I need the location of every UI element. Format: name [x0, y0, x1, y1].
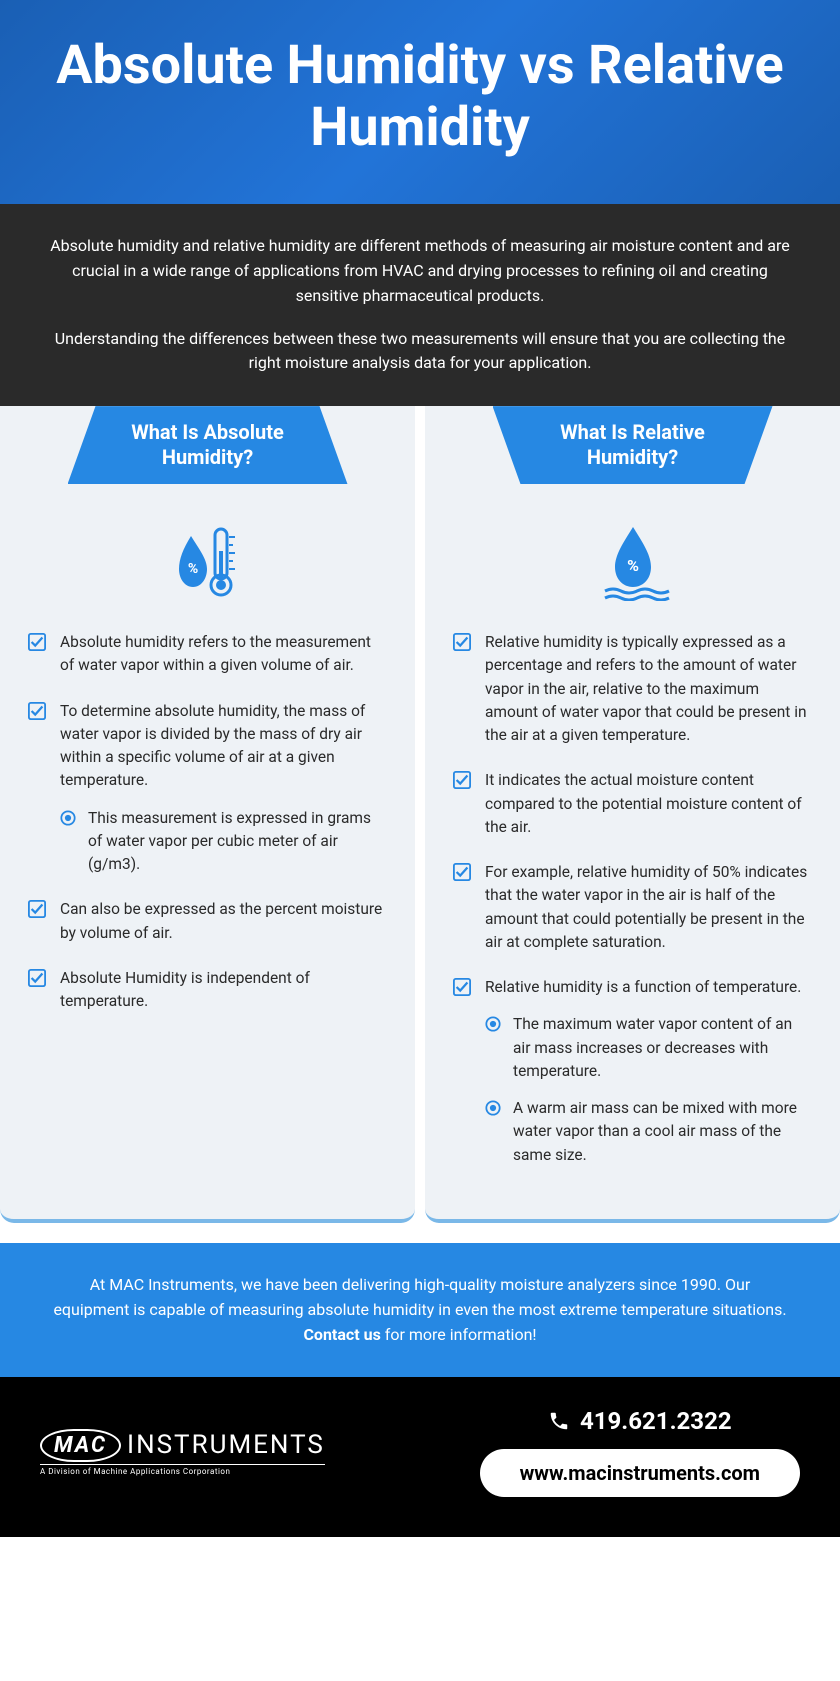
intro-paragraph-1: Absolute humidity and relative humidity …	[50, 234, 790, 308]
sub-bullet-item: A warm air mass can be mixed with more w…	[485, 1097, 812, 1167]
svg-text:%: %	[627, 556, 639, 575]
check-icon	[28, 633, 46, 651]
column-header: What Is Relative Humidity?	[425, 406, 840, 496]
sub-bullet-text: The maximum water vapor content of an ai…	[513, 1015, 792, 1080]
bullet-item: For example, relative humidity of 50% in…	[453, 861, 812, 954]
phone-icon	[548, 1410, 570, 1432]
cta-text-before: At MAC Instruments, we have been deliver…	[53, 1275, 786, 1319]
sub-bullets: The maximum water vapor content of an ai…	[485, 1013, 812, 1167]
logo-instruments: INSTRUMENTS	[127, 1430, 325, 1460]
absolute-humidity-column: What Is Absolute Humidity? % Absolute hu…	[0, 406, 415, 1223]
bullet-text: For example, relative humidity of 50% in…	[485, 863, 807, 951]
contact-block: 419.621.2322 www.macinstruments.com	[480, 1407, 800, 1497]
column-header: What Is Absolute Humidity?	[0, 406, 415, 496]
check-icon	[28, 969, 46, 987]
footer: MAC INSTRUMENTS A Division of Machine Ap…	[0, 1377, 840, 1537]
radio-icon	[60, 810, 76, 826]
radio-icon	[485, 1100, 501, 1116]
bullet-item: Can also be expressed as the percent moi…	[28, 898, 387, 945]
bullet-item: It indicates the actual moisture content…	[453, 769, 812, 839]
cta-text: At MAC Instruments, we have been deliver…	[50, 1273, 790, 1347]
column-heading: What Is Absolute Humidity?	[68, 406, 348, 484]
bullet-text: Relative humidity is a function of tempe…	[485, 978, 801, 996]
bullet-item: Absolute Humidity is independent of temp…	[28, 967, 387, 1014]
radio-icon	[485, 1016, 501, 1032]
cta-banner: At MAC Instruments, we have been deliver…	[0, 1243, 840, 1377]
cta-text-after: for more information!	[381, 1325, 537, 1344]
thermometer-droplet-icon: %	[28, 521, 387, 601]
sub-bullet-item: This measurement is expressed in grams o…	[60, 807, 387, 877]
check-icon	[28, 900, 46, 918]
phone-text: 419.621.2322	[580, 1407, 732, 1435]
cta-contact-link[interactable]: Contact us	[303, 1325, 380, 1344]
check-icon	[453, 633, 471, 651]
intro-paragraph-2: Understanding the differences between th…	[50, 327, 790, 377]
hero-banner: Absolute Humidity vs Relative Humidity	[0, 0, 840, 204]
logo-main: MAC INSTRUMENTS	[40, 1429, 325, 1462]
bullet-item: Relative humidity is a function of tempe…	[453, 976, 812, 1167]
bullet-item: To determine absolute humidity, the mass…	[28, 700, 387, 877]
check-icon	[453, 863, 471, 881]
check-icon	[453, 978, 471, 996]
logo-tagline: A Division of Machine Applications Corpo…	[40, 1464, 325, 1476]
bullet-text: To determine absolute humidity, the mass…	[60, 702, 365, 790]
comparison-columns: What Is Absolute Humidity? % Absolute hu…	[0, 406, 840, 1223]
page-title: Absolute Humidity vs Relative Humidity	[40, 35, 800, 159]
bullet-text: Can also be expressed as the percent moi…	[60, 900, 382, 941]
sub-bullet-text: This measurement is expressed in grams o…	[88, 809, 371, 874]
absolute-bullets: Absolute humidity refers to the measurem…	[28, 631, 387, 1013]
bullet-text: Absolute Humidity is independent of temp…	[60, 969, 310, 1010]
logo-mac: MAC	[40, 1429, 121, 1462]
check-icon	[453, 771, 471, 789]
website-url[interactable]: www.macinstruments.com	[480, 1449, 800, 1497]
intro-section: Absolute humidity and relative humidity …	[0, 204, 840, 406]
bullet-text: Absolute humidity refers to the measurem…	[60, 633, 371, 674]
company-logo: MAC INSTRUMENTS A Division of Machine Ap…	[40, 1429, 325, 1476]
relative-bullets: Relative humidity is typically expressed…	[453, 631, 812, 1167]
svg-text:%: %	[187, 561, 197, 577]
check-icon	[28, 702, 46, 720]
sub-bullets: This measurement is expressed in grams o…	[60, 807, 387, 877]
sub-bullet-text: A warm air mass can be mixed with more w…	[513, 1099, 797, 1164]
sub-bullet-item: The maximum water vapor content of an ai…	[485, 1013, 812, 1083]
droplet-waves-icon: %	[453, 521, 812, 601]
bullet-text: Relative humidity is typically expressed…	[485, 633, 807, 744]
column-heading: What Is Relative Humidity?	[493, 406, 773, 484]
bullet-item: Absolute humidity refers to the measurem…	[28, 631, 387, 678]
relative-humidity-column: What Is Relative Humidity? % Relative hu…	[425, 406, 840, 1223]
bullet-item: Relative humidity is typically expressed…	[453, 631, 812, 747]
phone-number[interactable]: 419.621.2322	[480, 1407, 800, 1435]
bullet-text: It indicates the actual moisture content…	[485, 771, 802, 836]
